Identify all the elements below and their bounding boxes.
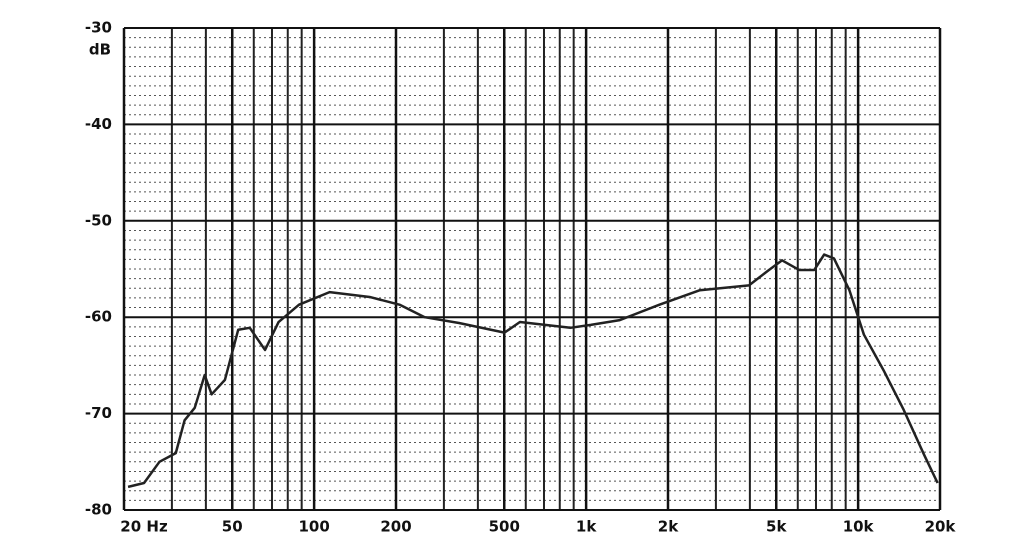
x-tick-label: 20 Hz xyxy=(120,518,168,536)
x-tick-label: 50 xyxy=(222,518,243,536)
x-tick-label: 1k xyxy=(576,518,597,536)
y-unit: dB xyxy=(89,41,111,59)
y-tick-label: -30 xyxy=(85,19,112,37)
x-tick-label: 500 xyxy=(489,518,520,536)
x-tick-label: 200 xyxy=(380,518,411,536)
x-tick-label: 100 xyxy=(298,518,329,536)
y-tick-label: -40 xyxy=(85,115,112,133)
y-tick-label: -80 xyxy=(85,501,112,519)
x-tick-label: 5k xyxy=(766,518,787,536)
x-tick-label: 20k xyxy=(925,518,957,536)
y-tick-label: -70 xyxy=(85,404,112,422)
y-tick-label: -60 xyxy=(85,308,112,326)
x-tick-label: 10k xyxy=(843,518,875,536)
x-tick-label: 2k xyxy=(658,518,679,536)
y-tick-label: -50 xyxy=(85,211,112,229)
response-curve xyxy=(127,253,939,489)
